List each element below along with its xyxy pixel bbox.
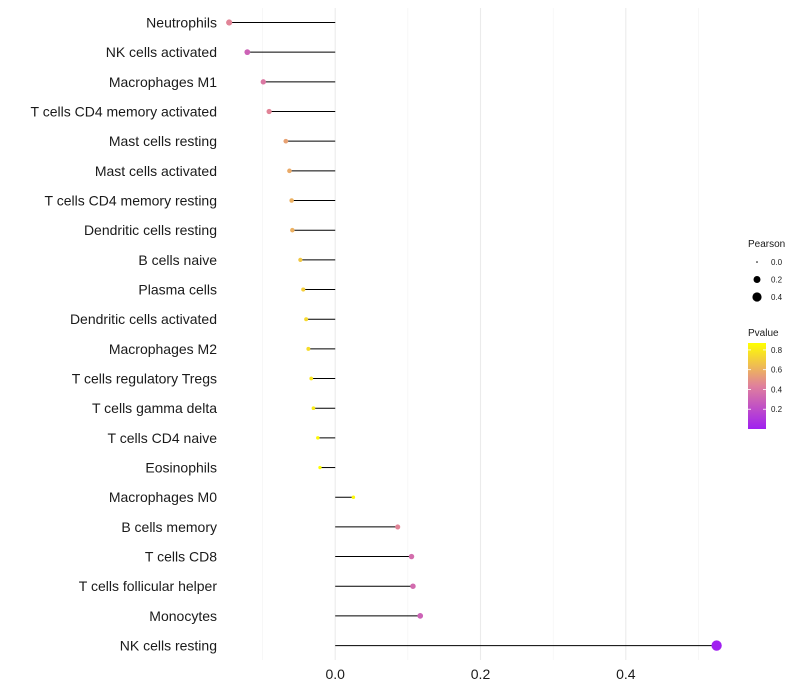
lollipop-stems (229, 22, 717, 647)
label-b-cells-memory: B cells memory (121, 519, 217, 535)
point-dendritic-cells-activated (304, 317, 309, 322)
label-t-cells-cd4-memory-activated: T cells CD4 memory activated (31, 104, 217, 120)
label-nk-cells-resting: NK cells resting (120, 638, 217, 654)
label-b-cells-naive: B cells naive (138, 252, 217, 268)
label-nk-cells-activated: NK cells activated (106, 44, 217, 60)
label-macrophages-m1: Macrophages M1 (109, 74, 217, 90)
point-nk-cells-activated (244, 49, 251, 56)
label-macrophages-m2: Macrophages M2 (109, 341, 217, 357)
point-t-cells-cd8 (408, 553, 415, 560)
colorbar-tick-label: 0.4 (771, 385, 783, 394)
size-key-0 (756, 261, 758, 263)
label-eosinophils: Eosinophils (145, 460, 217, 476)
point-t-cells-cd4-naive (316, 436, 320, 440)
point-b-cells-memory (395, 524, 401, 530)
category-labels: Neutrophils NK cells activated Macrophages… (31, 15, 218, 654)
colorbar-tick-label: 0.8 (771, 346, 783, 355)
label-dendritic-cells-resting: Dendritic cells resting (84, 222, 217, 238)
x-tick-label: 0.2 (471, 666, 491, 682)
point-t-cells-gamma-delta (311, 406, 316, 411)
pvalue-colorbar (748, 343, 766, 429)
label-t-cells-gamma-delta: T cells gamma delta (92, 400, 217, 416)
point-mast-cells-activated (287, 168, 292, 174)
pvalue-legend-title: Pvalue (748, 328, 779, 339)
point-nk-cells-resting (711, 640, 722, 651)
colorbar-tick-label: 0.2 (771, 405, 783, 414)
size-key-label: 0.2 (771, 276, 783, 285)
point-neutrophils (226, 19, 233, 26)
x-tick-label: 0.0 (325, 666, 345, 682)
label-plasma-cells: Plasma cells (138, 282, 217, 298)
label-monocytes: Monocytes (149, 608, 217, 624)
label-mast-cells-activated: Mast cells activated (95, 163, 217, 179)
point-t-cells-regulatory-tregs (309, 376, 314, 381)
size-key-label: 0.0 (771, 258, 783, 267)
point-macrophages-m2 (306, 346, 311, 351)
label-t-cells-regulatory-tregs: T cells regulatory Tregs (72, 371, 217, 387)
point-t-cells-cd4-memory-activated (266, 108, 272, 115)
point-eosinophils (318, 465, 322, 470)
label-macrophages-m0: Macrophages M0 (109, 489, 217, 505)
point-b-cells-naive (298, 257, 303, 262)
point-macrophages-m1 (260, 79, 266, 85)
point-dendritic-cells-resting (290, 227, 295, 233)
point-plasma-cells (301, 287, 306, 292)
pearson-legend-title: Pearson (748, 239, 785, 250)
label-dendritic-cells-activated: Dendritic cells activated (70, 311, 217, 327)
point-macrophages-m0 (351, 495, 356, 499)
point-t-cells-follicular-helper (410, 583, 416, 589)
size-key-1 (753, 276, 761, 283)
label-t-cells-cd4-naive: T cells CD4 naive (108, 430, 218, 446)
x-axis-tick-labels: 0.0 0.2 0.4 (325, 666, 635, 682)
lollipop-points (226, 19, 722, 651)
point-t-cells-cd4-memory-resting (289, 198, 294, 203)
size-key-2 (752, 292, 762, 302)
label-t-cells-cd8: T cells CD8 (145, 549, 217, 565)
point-monocytes (417, 613, 424, 619)
label-t-cells-cd4-memory-resting: T cells CD4 memory resting (45, 193, 217, 209)
pearson-size-legend: Pearson 0.0 0.2 0.4 (748, 239, 785, 302)
grid-lines (262, 8, 699, 660)
pvalue-color-legend: Pvalue 0.8 0.6 0.4 0.2 (748, 328, 783, 429)
label-mast-cells-resting: Mast cells resting (109, 133, 217, 149)
colorbar-tick-label: 0.6 (771, 366, 783, 375)
x-tick-label: 0.4 (616, 666, 636, 682)
label-neutrophils: Neutrophils (146, 15, 217, 31)
label-t-cells-follicular-helper: T cells follicular helper (79, 578, 218, 594)
point-mast-cells-resting (283, 138, 289, 144)
size-key-label: 0.4 (771, 293, 783, 302)
